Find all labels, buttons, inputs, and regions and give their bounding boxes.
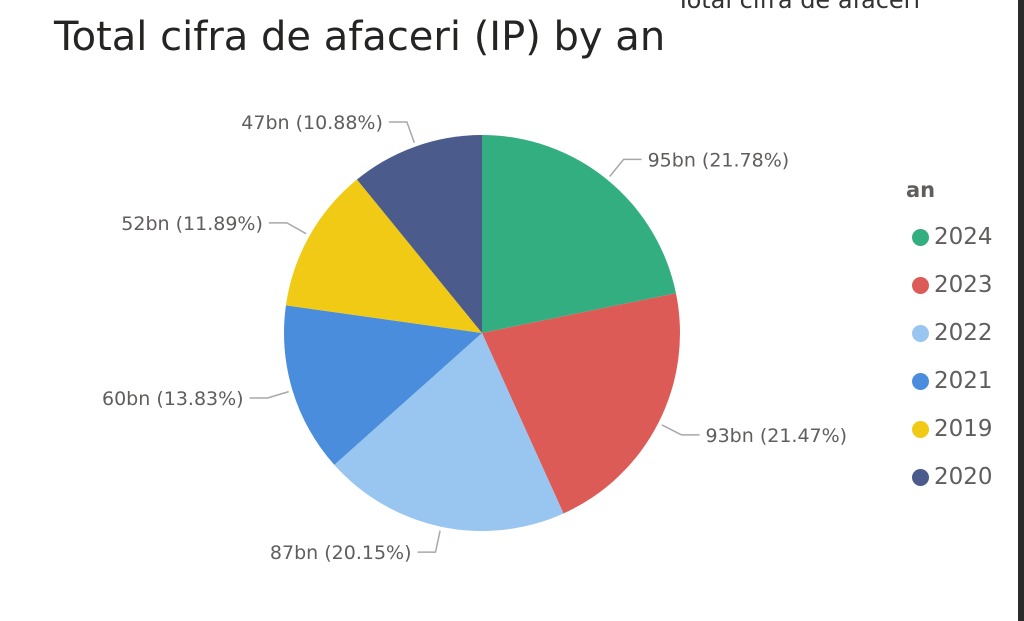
legend-item-2021[interactable]: 2021 <box>906 357 993 405</box>
legend-marker <box>912 372 929 390</box>
data-label-2020: 47bn (10.88%) <box>241 112 383 134</box>
leader-line-2024 <box>609 158 642 177</box>
legend-item-2023[interactable]: 2023 <box>906 261 993 309</box>
legend-label: 2019 <box>934 416 993 442</box>
partial-visual-title: Total cifra de afaceri <box>676 0 921 14</box>
pie-slice-2021[interactable] <box>283 305 482 465</box>
leader-line-2022 <box>417 530 441 553</box>
data-label-2021: 60bn (13.83%) <box>102 388 244 410</box>
legend-label: 2022 <box>934 320 993 346</box>
pie-slice-2023[interactable] <box>482 293 680 514</box>
chart-title: Total cifra de afaceri (IP) by an <box>54 14 666 60</box>
pie-slice-2022[interactable] <box>334 333 564 532</box>
legend-marker <box>912 420 929 438</box>
legend-title: an <box>906 178 936 202</box>
legend-item-2019[interactable]: 2019 <box>906 405 993 453</box>
legend-item-2024[interactable]: 2024 <box>906 213 993 261</box>
pie-slice-2020[interactable] <box>356 135 482 333</box>
legend-label: 2021 <box>934 368 993 394</box>
leader-line-2019 <box>268 222 307 235</box>
legend-label: 2023 <box>934 272 993 298</box>
pie-slice-2024[interactable] <box>482 135 676 333</box>
data-label-2022: 87bn (20.15%) <box>270 542 412 564</box>
data-label-2024: 95bn (21.78%) <box>648 149 790 171</box>
legend-label: 2020 <box>934 464 993 490</box>
legend-item-2022[interactable]: 2022 <box>906 309 993 357</box>
legend-marker <box>912 324 929 342</box>
leader-line-2023 <box>661 424 700 436</box>
legend-marker <box>912 468 929 486</box>
leader-line-2020 <box>388 121 416 143</box>
window-edge <box>1018 0 1024 621</box>
legend-item-2020[interactable]: 2020 <box>906 453 993 501</box>
legend-marker <box>912 228 929 246</box>
data-label-2023: 93bn (21.47%) <box>706 425 848 447</box>
leader-line-2021 <box>249 390 289 399</box>
legend-label: 2024 <box>934 224 993 250</box>
pie-slice-2019[interactable] <box>285 179 482 333</box>
legend-marker <box>912 276 929 294</box>
chart-legend: an 2024 2023 2022 2021 2019 2020 <box>906 178 993 501</box>
data-label-2019: 52bn (11.89%) <box>121 213 263 235</box>
